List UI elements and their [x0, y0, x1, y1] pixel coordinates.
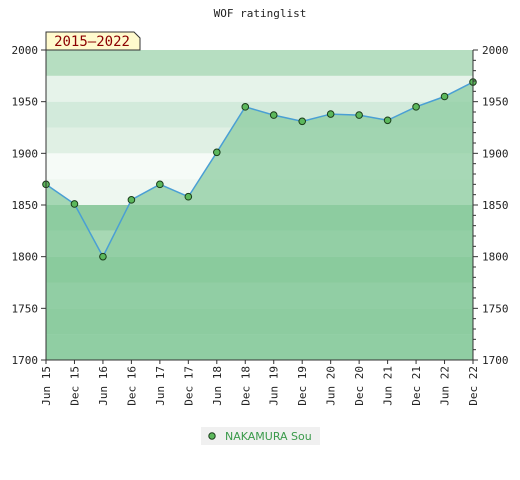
y-tick-label-right: 1800 [482, 251, 509, 264]
y-tick-label-left: 1800 [12, 251, 39, 264]
x-tick-label: Jun 20 [325, 366, 338, 406]
background-band [46, 50, 473, 76]
legend-box [201, 427, 320, 445]
x-tick-label: Jun 21 [382, 366, 395, 406]
background-band [46, 75, 473, 102]
data-point[interactable] [412, 103, 420, 111]
x-tick-label: Jun 15 [40, 366, 53, 406]
y-tick-label-left: 1950 [12, 96, 39, 109]
data-point[interactable] [440, 92, 449, 101]
data-point[interactable] [269, 111, 278, 119]
x-tick-label: Dec 19 [296, 366, 309, 406]
series-area [46, 82, 473, 361]
data-point[interactable] [298, 117, 307, 126]
x-tick-label: Dec 21 [410, 366, 423, 406]
legend-series-name: NAKAMURA Sou [225, 430, 312, 443]
x-tick-label: Dec 15 [68, 366, 81, 406]
x-tick-label: Dec 16 [125, 366, 138, 406]
data-point[interactable] [383, 116, 392, 125]
period-badge-label: 2015–2022 [54, 34, 130, 50]
x-tick-label: Jun 17 [154, 366, 167, 406]
x-tick-label: Jun 18 [211, 366, 224, 406]
data-point[interactable] [241, 103, 250, 111]
axes [41, 49, 478, 364]
data-point[interactable] [99, 252, 107, 261]
x-tick-label: Dec 20 [353, 366, 366, 406]
data-point[interactable] [355, 111, 363, 119]
y-tick-label-right: 1700 [482, 354, 509, 367]
y-tick-label-left: 2000 [12, 44, 39, 57]
data-point[interactable] [326, 110, 335, 118]
data-point[interactable] [156, 180, 164, 189]
legend-marker-icon [208, 432, 216, 440]
period-badge: 2015–2022 [45, 31, 141, 51]
y-tick-label-right: 1900 [482, 147, 509, 160]
y-tick-label-left: 1850 [12, 199, 39, 212]
x-tick-label: Dec 17 [182, 366, 195, 406]
x-tick-label: Dec 18 [239, 366, 252, 406]
data-point[interactable] [70, 200, 79, 208]
data-point[interactable] [184, 192, 193, 201]
x-tick-label: Jun 16 [97, 366, 110, 406]
y-tick-label-left: 1900 [12, 147, 39, 160]
y-axis-left-labels: 1700 1750 1800 1850 1900 1950 2000 [12, 44, 39, 367]
y-axis-right-labels: 1700 1750 1800 1850 1900 1950 2000 [482, 44, 509, 367]
y-tick-label-left: 1750 [12, 302, 39, 315]
y-tick-label-left: 1700 [12, 354, 39, 367]
data-point[interactable] [213, 148, 221, 157]
y-tick-label-right: 2000 [482, 44, 509, 57]
chart-title: WOF ratinglist [214, 7, 307, 20]
x-tick-label: Jun 22 [439, 366, 452, 406]
legend[interactable]: NAKAMURA Sou [201, 427, 320, 445]
series-area-fill [46, 82, 473, 361]
y-tick-label-right: 1850 [482, 199, 509, 212]
y-tick-label-right: 1750 [482, 302, 509, 315]
x-tick-label: Jun 19 [268, 366, 281, 406]
period-badge-box [45, 31, 141, 51]
data-point[interactable] [127, 196, 136, 204]
x-tick-label: Dec 22 [467, 366, 480, 406]
series-line [45, 81, 474, 259]
series-polyline [45, 81, 474, 259]
x-axis-labels: Jun 15 Dec 15 Jun 16 Dec 16 Jun 17 Dec 17 Jun … [40, 366, 480, 406]
y-tick-label-right: 1950 [482, 96, 509, 109]
